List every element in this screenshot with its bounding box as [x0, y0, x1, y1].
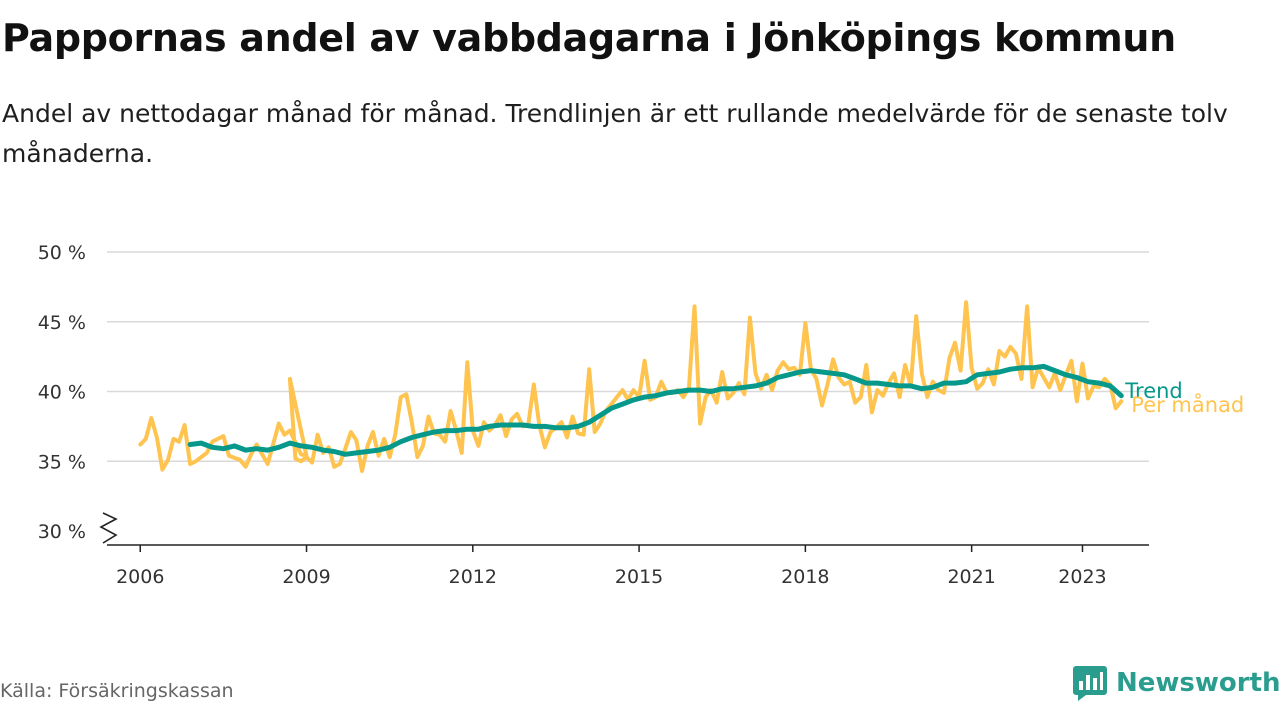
brand-logo[interactable]: Newsworthy — [1072, 664, 1280, 702]
source-note: Källa: Försäkringskassan — [0, 680, 234, 702]
x-tick-label-2023: 2023 — [1058, 566, 1106, 588]
y-axis: 30 % 35 % 40 % 45 % 50 % — [38, 242, 118, 544]
y-tick-label-45: 45 % — [38, 312, 86, 334]
chart-subtitle: Andel av nettodagar månad för månad. Tre… — [2, 99, 1228, 168]
brand-name: Newsworthy — [1116, 668, 1280, 698]
x-tick-label-2015: 2015 — [615, 566, 663, 588]
y-tick-label-40: 40 % — [38, 382, 86, 404]
newsworthy-logo-icon — [1073, 666, 1107, 701]
x-tick-label-2018: 2018 — [781, 566, 829, 588]
line-chart: 30 % 35 % 40 % 45 % 50 % 2006 2009 2012 2015 201… — [38, 242, 1245, 588]
series-label-per-manad: Per månad — [1131, 392, 1244, 417]
x-axis: 2006 2009 2012 2015 2018 2021 2023 — [107, 544, 1149, 588]
x-tick-label-2006: 2006 — [116, 566, 164, 588]
x-tick-label-2021: 2021 — [947, 566, 995, 588]
gridlines — [107, 251, 1149, 462]
y-tick-label-35: 35 % — [38, 451, 86, 473]
x-tick-label-2009: 2009 — [282, 566, 330, 588]
axis-break-icon — [99, 512, 118, 544]
x-tick-label-2012: 2012 — [449, 566, 497, 588]
y-tick-label-50: 50 % — [38, 242, 86, 264]
series-label-trend: Trend — [1124, 379, 1182, 403]
chart-title: Pappornas andel av vabbdagarna i Jönköpi… — [2, 16, 1176, 60]
series-lines — [138, 300, 1124, 473]
series-line-per-manad — [138, 300, 1124, 473]
series-line-trend — [187, 363, 1124, 457]
y-tick-label-30: 30 % — [38, 521, 86, 543]
